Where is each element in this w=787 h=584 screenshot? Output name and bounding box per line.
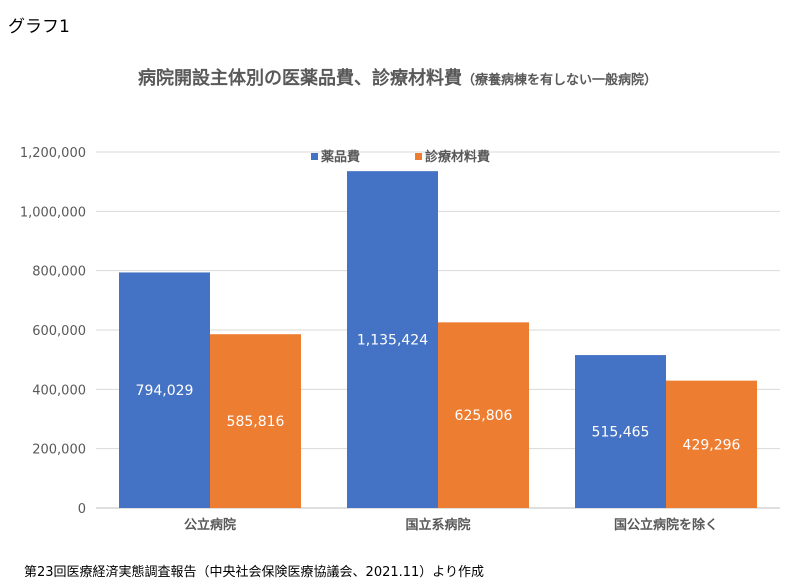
chart-title: 病院開設主体別の医薬品費、診療材料費（療養病棟を有しない一般病院） <box>138 64 657 90</box>
y-tick-label: 200,000 <box>32 443 86 458</box>
chart-subtitle: （療養病棟を有しない一般病院） <box>462 73 658 88</box>
y-tick-label: 1,200,000 <box>20 146 86 161</box>
data-label: 794,029 <box>136 383 194 399</box>
legend-swatch <box>415 153 422 160</box>
data-label: 429,296 <box>683 437 741 453</box>
x-tick-label: 国公立病院を除く <box>614 517 718 533</box>
y-tick-label: 600,000 <box>32 324 86 339</box>
y-tick-label: 800,000 <box>32 265 86 280</box>
bar-material <box>438 322 529 508</box>
data-label: 585,816 <box>227 414 285 430</box>
legend-label: 診療材料費 <box>425 149 490 165</box>
bar-material <box>210 334 301 508</box>
bar-material <box>666 380 757 508</box>
chart-title-main: 病院開設主体別の医薬品費、診療材料費 <box>138 68 462 89</box>
legend-label: 薬品費 <box>320 149 360 165</box>
bar-drug <box>119 272 210 508</box>
source-note: 第23回医療経済実態調査報告（中央社会保険医療協議会、2021.11）より作成 <box>24 565 485 580</box>
x-tick-label: 公立病院 <box>184 517 236 533</box>
y-tick-label: 0 <box>78 502 86 517</box>
bar-drug <box>347 171 438 509</box>
y-tick-label: 1,000,000 <box>20 205 86 220</box>
data-label: 625,806 <box>455 408 513 424</box>
x-tick-label: 国立系病院 <box>405 517 470 533</box>
y-tick-label: 400,000 <box>32 383 86 398</box>
bar-drug <box>575 355 666 508</box>
data-label: 1,135,424 <box>357 333 428 349</box>
data-label: 515,465 <box>592 425 650 441</box>
figure-heading: グラフ1 <box>8 17 70 37</box>
legend-swatch <box>311 153 318 160</box>
